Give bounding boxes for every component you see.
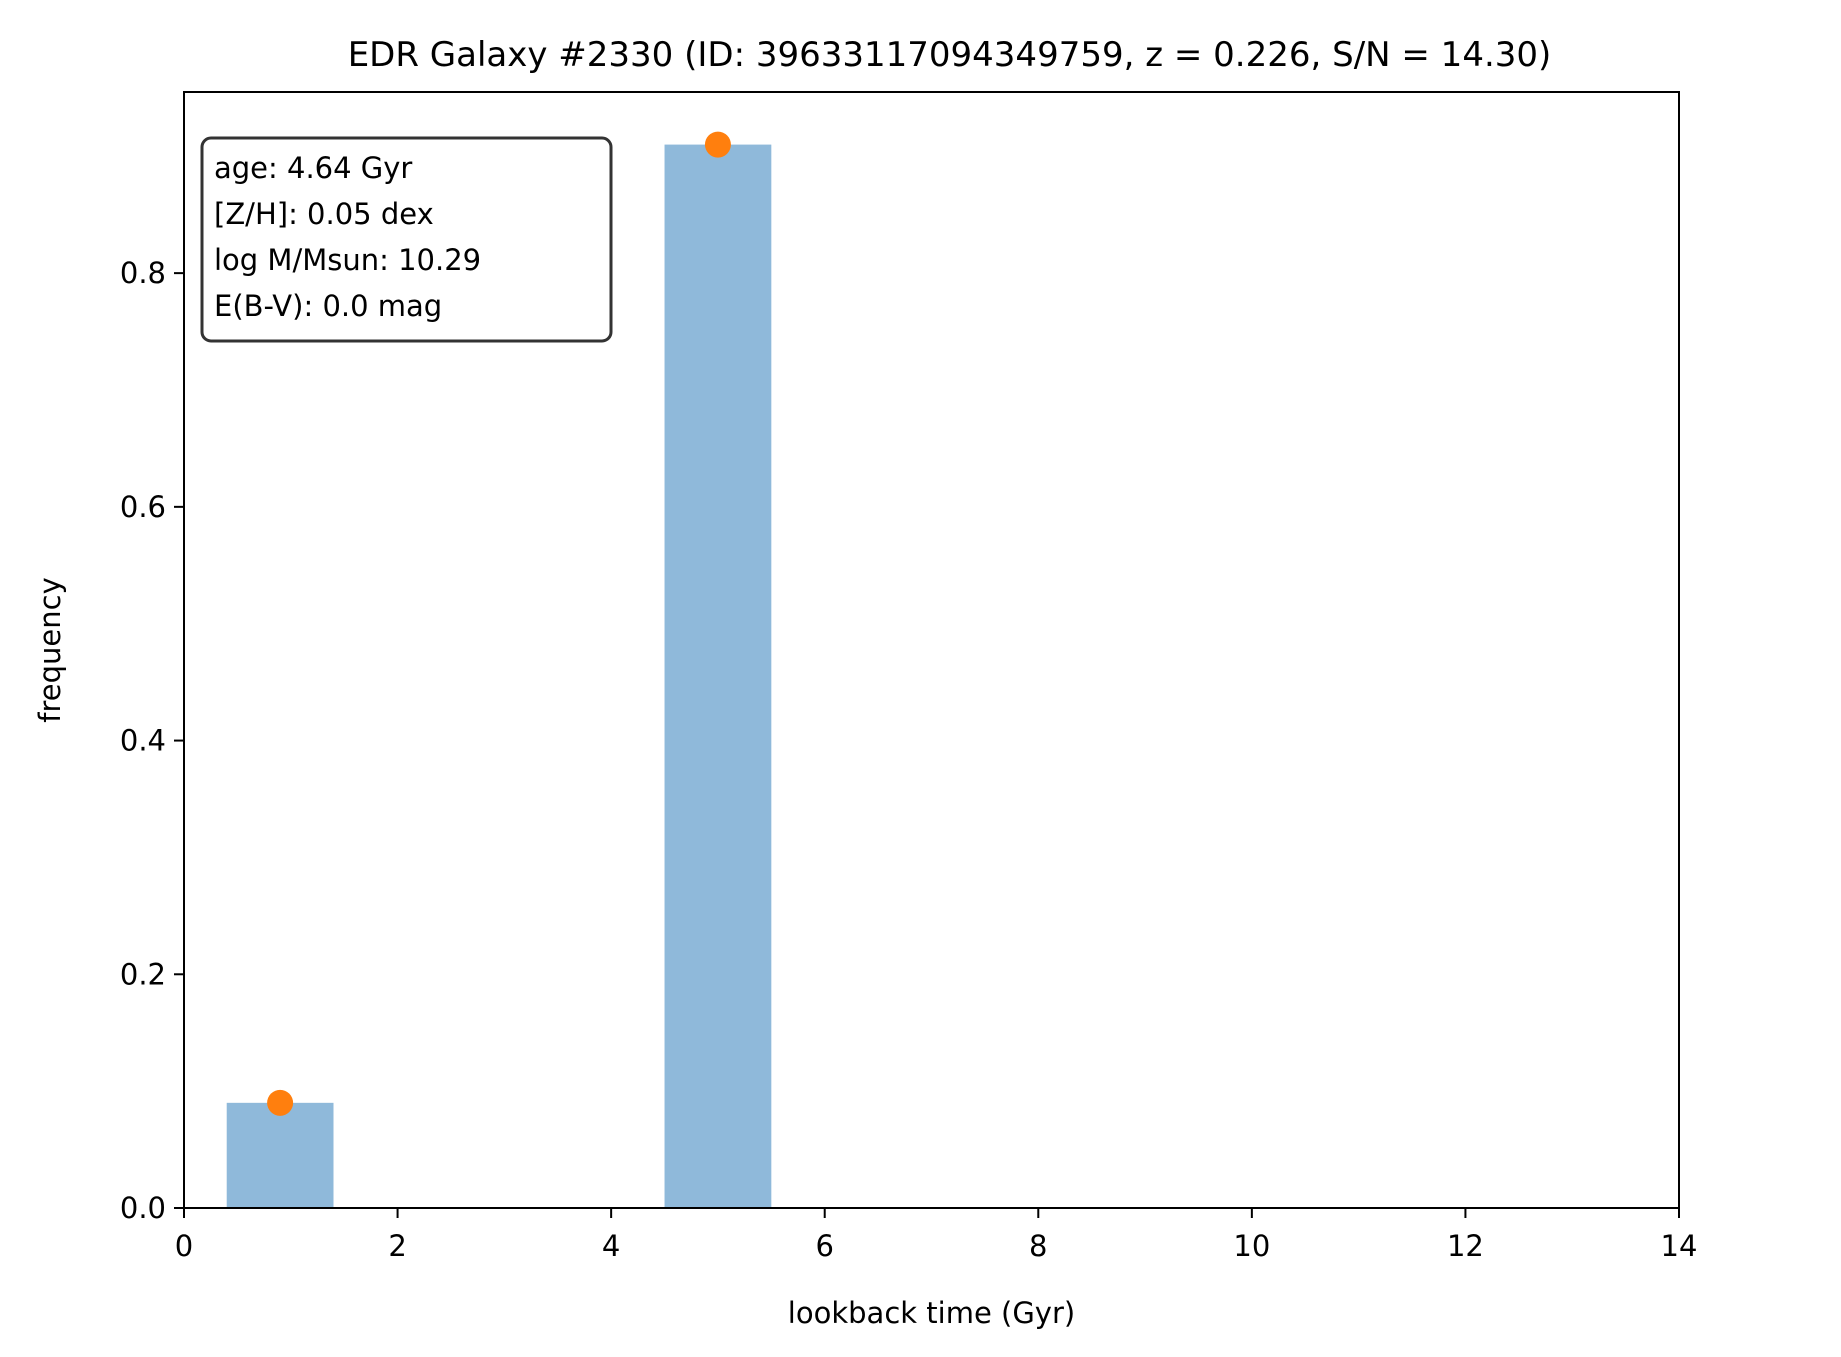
annotation-line-age: age: 4.64 Gyr xyxy=(214,151,412,185)
annotation-frame xyxy=(200,136,613,343)
x-axis-label: lookback time (Gyr) xyxy=(788,1296,1075,1330)
y-tick-label: 0.4 xyxy=(120,724,166,758)
y-tick-label: 0.0 xyxy=(120,1191,166,1225)
x-axis: 0 2 4 6 8 10 12 14 xyxy=(175,1208,1698,1263)
x-tick-label: 10 xyxy=(1233,1229,1270,1263)
x-tick-label: 6 xyxy=(815,1229,833,1263)
annotation-line-metallicity: [Z/H]: 0.05 dex xyxy=(214,197,434,231)
x-tick-label: 12 xyxy=(1447,1229,1484,1263)
bar-1 xyxy=(226,1102,334,1208)
x-tick-label: 14 xyxy=(1661,1229,1698,1263)
points-group xyxy=(267,131,731,1116)
annotation-line-extinction: E(B-V): 0.0 mag xyxy=(214,289,442,323)
y-tick-label: 0.6 xyxy=(120,490,166,524)
data-point-2 xyxy=(704,131,731,158)
bar-2 xyxy=(664,144,772,1208)
annotation-box: age: 4.64 Gyr [Z/H]: 0.05 dex log M/Msun… xyxy=(200,136,613,343)
x-tick-label: 8 xyxy=(1029,1229,1047,1263)
y-tick-label: 0.2 xyxy=(120,957,166,991)
x-tick-label: 2 xyxy=(388,1229,406,1263)
y-axis-label: frequency xyxy=(33,577,67,722)
plot-frame xyxy=(183,91,1680,1209)
data-point-1 xyxy=(267,1089,294,1116)
x-tick-label: 0 xyxy=(175,1229,193,1263)
chart-title: EDR Galaxy #2330 (ID: 39633117094349759,… xyxy=(348,35,1552,75)
y-axis: 0.0 0.2 0.4 0.6 0.8 xyxy=(120,256,184,1225)
annotation-line-mass: log M/Msun: 10.29 xyxy=(214,243,481,277)
bars-group xyxy=(226,144,772,1208)
y-tick-label: 0.8 xyxy=(120,256,166,290)
x-tick-label: 4 xyxy=(602,1229,620,1263)
